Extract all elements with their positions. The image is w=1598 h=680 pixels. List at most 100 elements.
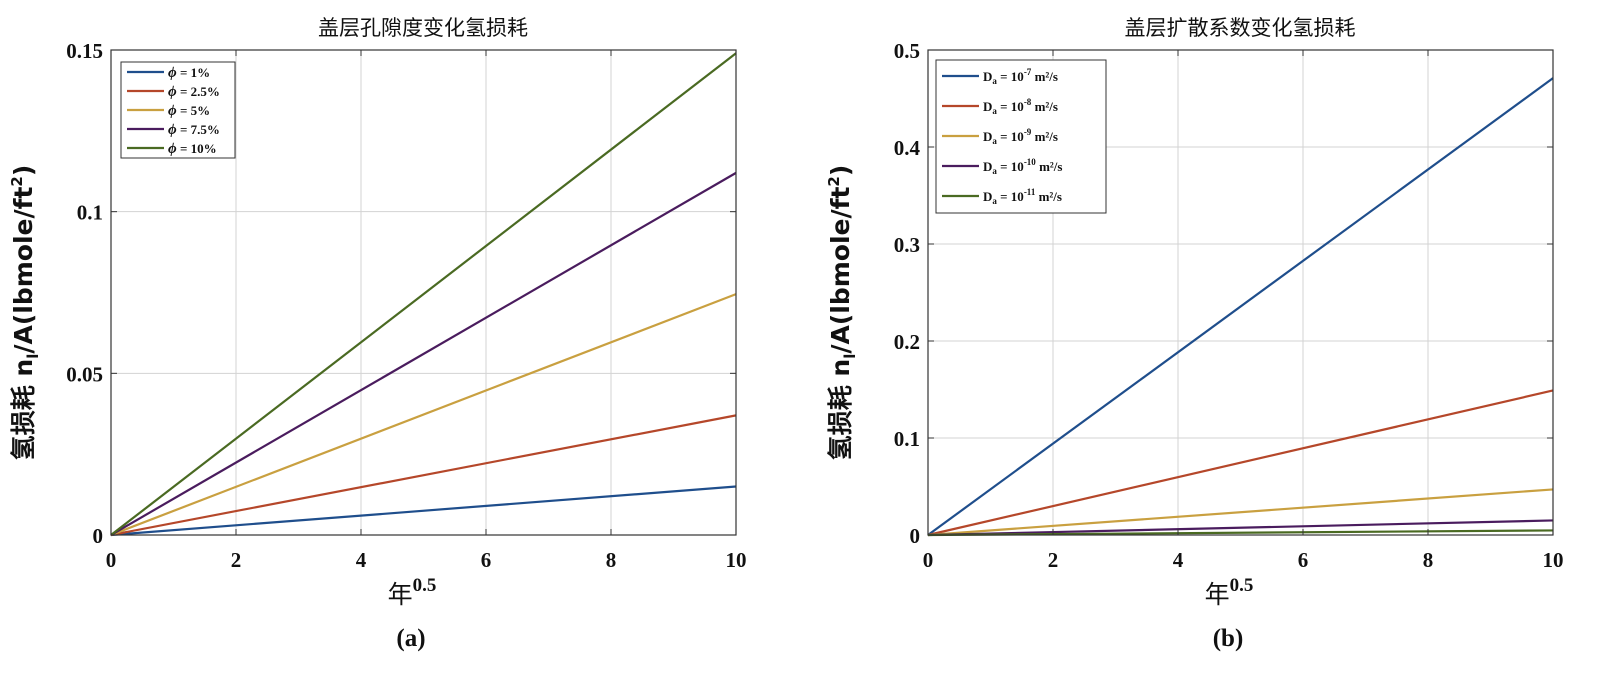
x-tick-label: 6	[481, 548, 492, 572]
series-line-5	[110, 52, 737, 536]
legend-name-unit: m²/s	[1036, 159, 1063, 174]
legend-entry-2: Da = 10-8 m²/s	[983, 97, 1058, 116]
legend-symbol: ϕ	[168, 122, 177, 138]
x-axis-label: 年0.5	[388, 575, 437, 609]
y-label-prefix: 氢损耗	[9, 377, 38, 461]
axes-box	[927, 49, 1554, 536]
x-label-main: 年	[1205, 580, 1230, 609]
y-label-sup: 2	[8, 176, 26, 186]
y-label-prefix: 氢损耗	[826, 377, 855, 461]
legend-entry-5: ϕ = 10%	[168, 141, 217, 157]
y-label-end: )	[9, 165, 38, 176]
y-label-rest: /A(lbmole/ft	[826, 187, 855, 354]
legend-name-exp: -11	[1024, 187, 1036, 197]
legend-name-sub: a	[992, 166, 997, 176]
legend-name-mid: = 10	[997, 189, 1024, 204]
y-label-main: n	[9, 359, 38, 377]
legend-text: = 1%	[177, 65, 210, 80]
series-line-1	[110, 485, 737, 537]
legend-name-sub: a	[992, 76, 997, 86]
legend-text: = 2.5%	[177, 84, 220, 99]
series-line-3	[927, 488, 1554, 537]
x-tick-label: 10	[726, 548, 747, 572]
x-tick-label: 4	[1173, 548, 1184, 572]
y-tick-label: 0.1	[77, 201, 103, 225]
legend-entry-1: ϕ = 1%	[168, 65, 210, 81]
y-axis-label: 氢损耗 nl/A(lbmole/ft2)	[825, 165, 859, 461]
y-label-sup: 2	[825, 176, 843, 186]
chart-title: 盖层孔隙度变化氢损耗	[318, 16, 528, 40]
legend-entry-1: Da = 10-7 m²/s	[983, 67, 1058, 86]
y-axis-label: 氢损耗 nl/A(lbmole/ft2)	[8, 165, 42, 461]
legend-name-mid: = 10	[997, 159, 1024, 174]
series-line-4	[927, 519, 1554, 537]
legend-name-sub: a	[992, 196, 997, 206]
y-tick-label: 0.3	[894, 233, 920, 257]
panel-label: (b)	[1213, 625, 1244, 652]
legend-name-main: D	[983, 129, 992, 144]
legend-symbol: ϕ	[168, 103, 177, 119]
x-label-main: 年	[388, 580, 413, 609]
legend-name-mid: = 10	[997, 69, 1024, 84]
panel-label: (a)	[396, 625, 425, 652]
legend-text: = 10%	[177, 141, 217, 156]
y-label-rest: /A(lbmole/ft	[9, 187, 38, 354]
legend-name-unit: m²/s	[1031, 99, 1058, 114]
x-axis-label: 年0.5	[1205, 575, 1254, 609]
series-line-3	[110, 293, 737, 537]
y-label-main: n	[826, 359, 855, 377]
legend-name-unit: m²/s	[1035, 189, 1062, 204]
y-tick-label: 0.05	[66, 362, 103, 386]
legend-text: = 5%	[177, 103, 210, 118]
legend-entry-3: Da = 10-9 m²/s	[983, 127, 1058, 146]
x-tick-label: 8	[606, 548, 617, 572]
legend-symbol: ϕ	[168, 141, 177, 157]
legend-name-exp: -7	[1024, 67, 1032, 77]
x-tick-label: 10	[1543, 548, 1564, 572]
x-tick-label: 0	[923, 548, 934, 572]
legend-text: = 7.5%	[177, 122, 220, 137]
legend-entry-4: ϕ = 7.5%	[168, 122, 220, 138]
y-tick-label: 0.15	[66, 39, 103, 63]
legend-name-main: D	[983, 189, 992, 204]
legend-name-mid: = 10	[997, 129, 1024, 144]
series-line-2	[927, 389, 1554, 537]
legend-entry-5: Da = 10-11 m²/s	[983, 187, 1062, 206]
x-tick-label: 0	[106, 548, 117, 572]
chart-title: 盖层扩散系数变化氢损耗	[1125, 16, 1356, 40]
y-tick-label: 0	[910, 524, 921, 548]
legend-name-main: D	[983, 99, 992, 114]
legend: Da = 10-7 m²/sDa = 10-8 m²/sDa = 10-9 m²…	[935, 59, 1107, 214]
x-tick-label: 2	[231, 548, 242, 572]
x-label-sup: 0.5	[1230, 575, 1254, 596]
legend: ϕ = 1%ϕ = 2.5%ϕ = 5%ϕ = 7.5%ϕ = 10%	[120, 61, 236, 159]
series-line-4	[110, 171, 737, 536]
legend-entry-2: ϕ = 2.5%	[168, 84, 220, 100]
legend-name-sub: a	[992, 106, 997, 116]
axes-box	[110, 49, 737, 536]
y-tick-label: 0	[93, 524, 104, 548]
x-tick-label: 2	[1048, 548, 1059, 572]
legend-name-exp: -10	[1024, 157, 1036, 167]
y-tick-label: 0.5	[894, 39, 920, 63]
series-line-2	[110, 414, 737, 537]
y-label-end: )	[826, 165, 855, 176]
series-line-1	[927, 77, 1554, 536]
legend-name-mid: = 10	[997, 99, 1024, 114]
legend-name-unit: m²/s	[1031, 69, 1058, 84]
y-tick-label: 0.1	[894, 427, 920, 451]
legend-symbol: ϕ	[168, 65, 177, 81]
y-label-sub: l	[841, 354, 859, 359]
legend-name-main: D	[983, 159, 992, 174]
y-tick-label: 0.2	[894, 330, 920, 354]
legend-symbol: ϕ	[168, 84, 177, 100]
legend-name-exp: -9	[1024, 127, 1032, 137]
legend-name-exp: -8	[1024, 97, 1032, 107]
legend-entry-4: Da = 10-10 m²/s	[983, 157, 1062, 176]
y-label-sub: l	[24, 354, 42, 359]
y-tick-label: 0.4	[894, 136, 921, 160]
x-label-sup: 0.5	[413, 575, 437, 596]
